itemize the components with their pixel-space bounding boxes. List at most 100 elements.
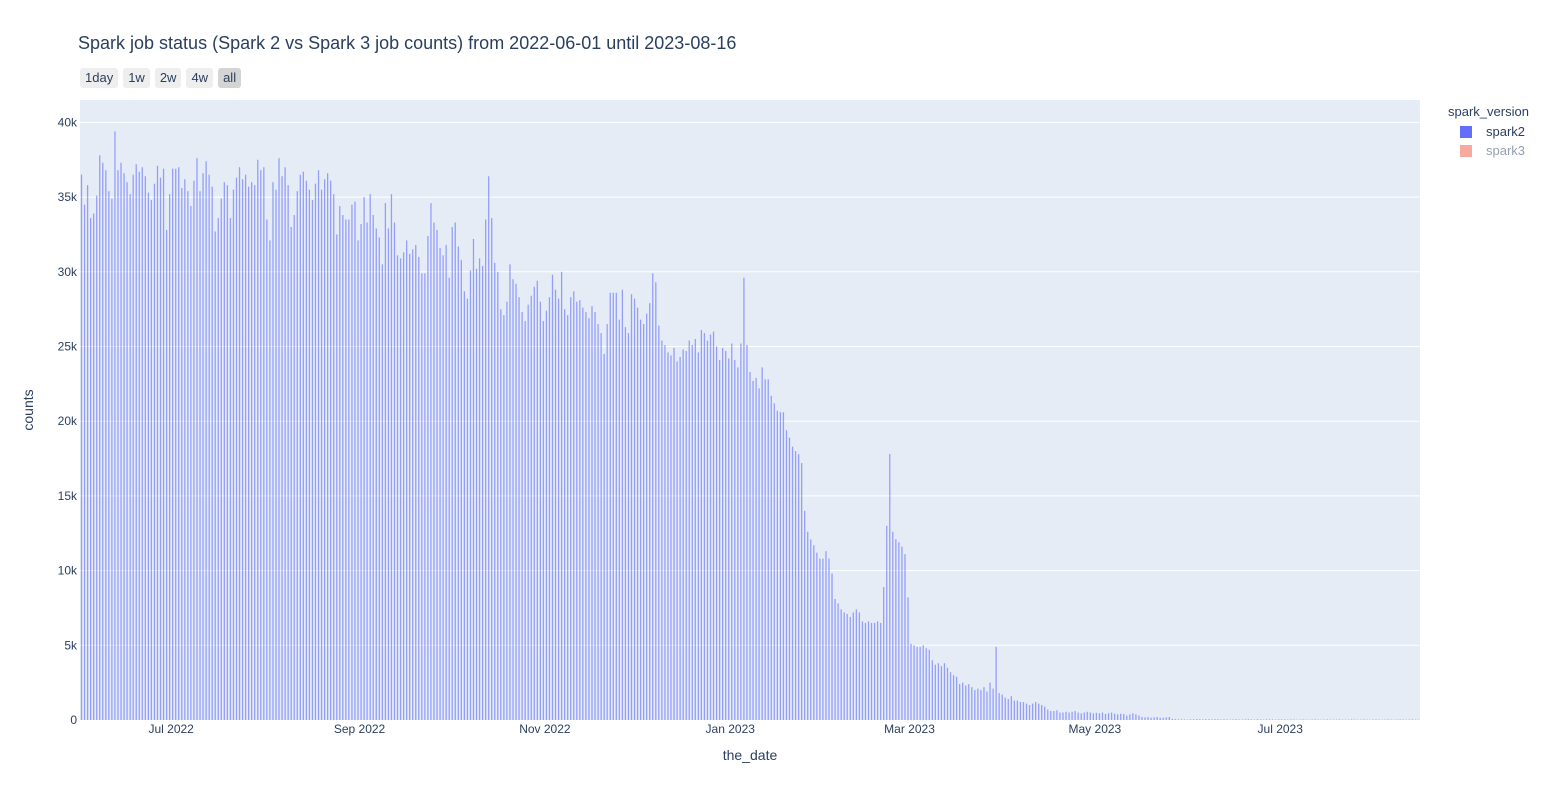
bar-spark2[interactable] (861, 621, 864, 720)
bar-spark2[interactable] (83, 204, 86, 720)
bar-spark2[interactable] (515, 283, 517, 720)
bar-spark2[interactable] (1247, 719, 1249, 720)
bar-spark2[interactable] (86, 185, 89, 720)
bar-spark2[interactable] (539, 301, 541, 720)
bar-spark2[interactable] (521, 312, 523, 720)
bar-spark2[interactable] (488, 176, 490, 720)
bar-spark2[interactable] (685, 350, 687, 720)
bar-spark2[interactable] (910, 643, 912, 720)
bar-spark2[interactable] (393, 222, 396, 720)
bar-spark2[interactable] (199, 191, 201, 720)
bar-spark2[interactable] (883, 587, 885, 720)
bar-spark2[interactable] (1375, 719, 1377, 720)
bar-spark2[interactable] (937, 663, 940, 720)
bar-spark2[interactable] (1007, 699, 1009, 720)
bar-spark2[interactable] (931, 660, 933, 720)
bar-spark2[interactable] (1223, 719, 1225, 720)
bar-spark2[interactable] (965, 685, 967, 720)
bar-spark2[interactable] (913, 645, 915, 720)
bar-spark2[interactable] (1101, 712, 1104, 720)
bar-spark2[interactable] (998, 693, 1000, 720)
bar-spark2[interactable] (655, 282, 657, 720)
bar-spark2[interactable] (1338, 719, 1341, 720)
bar-spark2[interactable] (582, 307, 584, 720)
bar-spark2[interactable] (138, 171, 140, 720)
bar-spark2[interactable] (387, 228, 390, 721)
bar-spark2[interactable] (797, 454, 800, 720)
bar-spark2[interactable] (159, 177, 162, 720)
bar-spark2[interactable] (1120, 713, 1122, 720)
bar-spark2[interactable] (728, 358, 730, 720)
bar-spark2[interactable] (211, 186, 213, 720)
bar-spark2[interactable] (472, 238, 475, 720)
bar-spark2[interactable] (682, 349, 684, 720)
bar-spark2[interactable] (658, 325, 660, 720)
bar-spark2[interactable] (545, 310, 548, 720)
bar-spark2[interactable] (870, 622, 873, 720)
bar-spark2[interactable] (858, 612, 861, 720)
bar-spark2[interactable] (1290, 719, 1292, 720)
bar-spark2[interactable] (1010, 696, 1012, 720)
bar-spark2[interactable] (560, 271, 563, 720)
bar-spark2[interactable] (709, 334, 712, 720)
bar-spark2[interactable] (153, 183, 156, 720)
bar-spark2[interactable] (190, 206, 192, 720)
bar-spark2[interactable] (466, 298, 469, 720)
bar-spark2[interactable] (241, 179, 244, 720)
bar-spark2[interactable] (390, 194, 393, 720)
bar-spark2[interactable] (105, 170, 107, 721)
bar-spark2[interactable] (1056, 710, 1058, 720)
bar-spark2[interactable] (451, 226, 453, 721)
bar-spark2[interactable] (99, 155, 101, 720)
bar-spark2[interactable] (503, 315, 505, 720)
bar-spark2[interactable] (712, 331, 715, 720)
bar-spark2[interactable] (1302, 719, 1304, 720)
bar-spark2[interactable] (305, 180, 308, 721)
bar-spark2[interactable] (782, 412, 785, 720)
bar-spark2[interactable] (603, 353, 605, 720)
bar-spark2[interactable] (80, 174, 83, 720)
bar-spark2[interactable] (123, 173, 125, 720)
bar-spark2[interactable] (761, 367, 763, 720)
bar-spark2[interactable] (1038, 703, 1040, 720)
bar-spark2[interactable] (263, 167, 265, 721)
bar-spark2[interactable] (345, 219, 347, 720)
bar-spark2[interactable] (554, 289, 557, 720)
bar-spark2[interactable] (618, 319, 620, 720)
range-button-1w[interactable]: 1w (123, 68, 150, 88)
bar-spark2[interactable] (922, 645, 924, 720)
bar-spark2[interactable] (588, 318, 590, 720)
bar-spark2[interactable] (117, 170, 119, 721)
bar-spark2[interactable] (275, 189, 277, 720)
bar-spark2[interactable] (855, 609, 857, 720)
bar-spark2[interactable] (873, 622, 876, 720)
bar-spark2[interactable] (791, 446, 794, 720)
bar-spark2[interactable] (1235, 719, 1237, 720)
bar-spark2[interactable] (102, 162, 104, 720)
bar-spark2[interactable] (977, 688, 979, 720)
bar-spark2[interactable] (734, 359, 736, 720)
bar-spark2[interactable] (1226, 719, 1228, 720)
bar-spark2[interactable] (652, 273, 654, 720)
bar-spark2[interactable] (718, 359, 721, 720)
bar-spark2[interactable] (694, 339, 696, 720)
bar-spark2[interactable] (165, 229, 168, 721)
bar-spark2[interactable] (518, 297, 520, 720)
bar-spark2[interactable] (570, 297, 572, 720)
range-button-2w[interactable]: 2w (154, 68, 182, 88)
bar-spark2[interactable] (1141, 717, 1143, 720)
bar-spark2[interactable] (940, 666, 943, 720)
bar-spark2[interactable] (469, 270, 472, 720)
bar-spark2[interactable] (254, 185, 256, 720)
bar-spark2[interactable] (980, 690, 982, 720)
bar-spark2[interactable] (764, 379, 766, 720)
bar-spark2[interactable] (1189, 719, 1192, 720)
bar-spark2[interactable] (372, 215, 374, 721)
bar-spark2[interactable] (375, 228, 377, 721)
bar-spark2[interactable] (1350, 719, 1353, 720)
bar-spark2[interactable] (150, 200, 153, 721)
bar-spark2[interactable] (1238, 719, 1240, 720)
bar-spark2[interactable] (184, 179, 186, 720)
bar-spark2[interactable] (1107, 713, 1110, 720)
bar-spark2[interactable] (1156, 717, 1158, 720)
